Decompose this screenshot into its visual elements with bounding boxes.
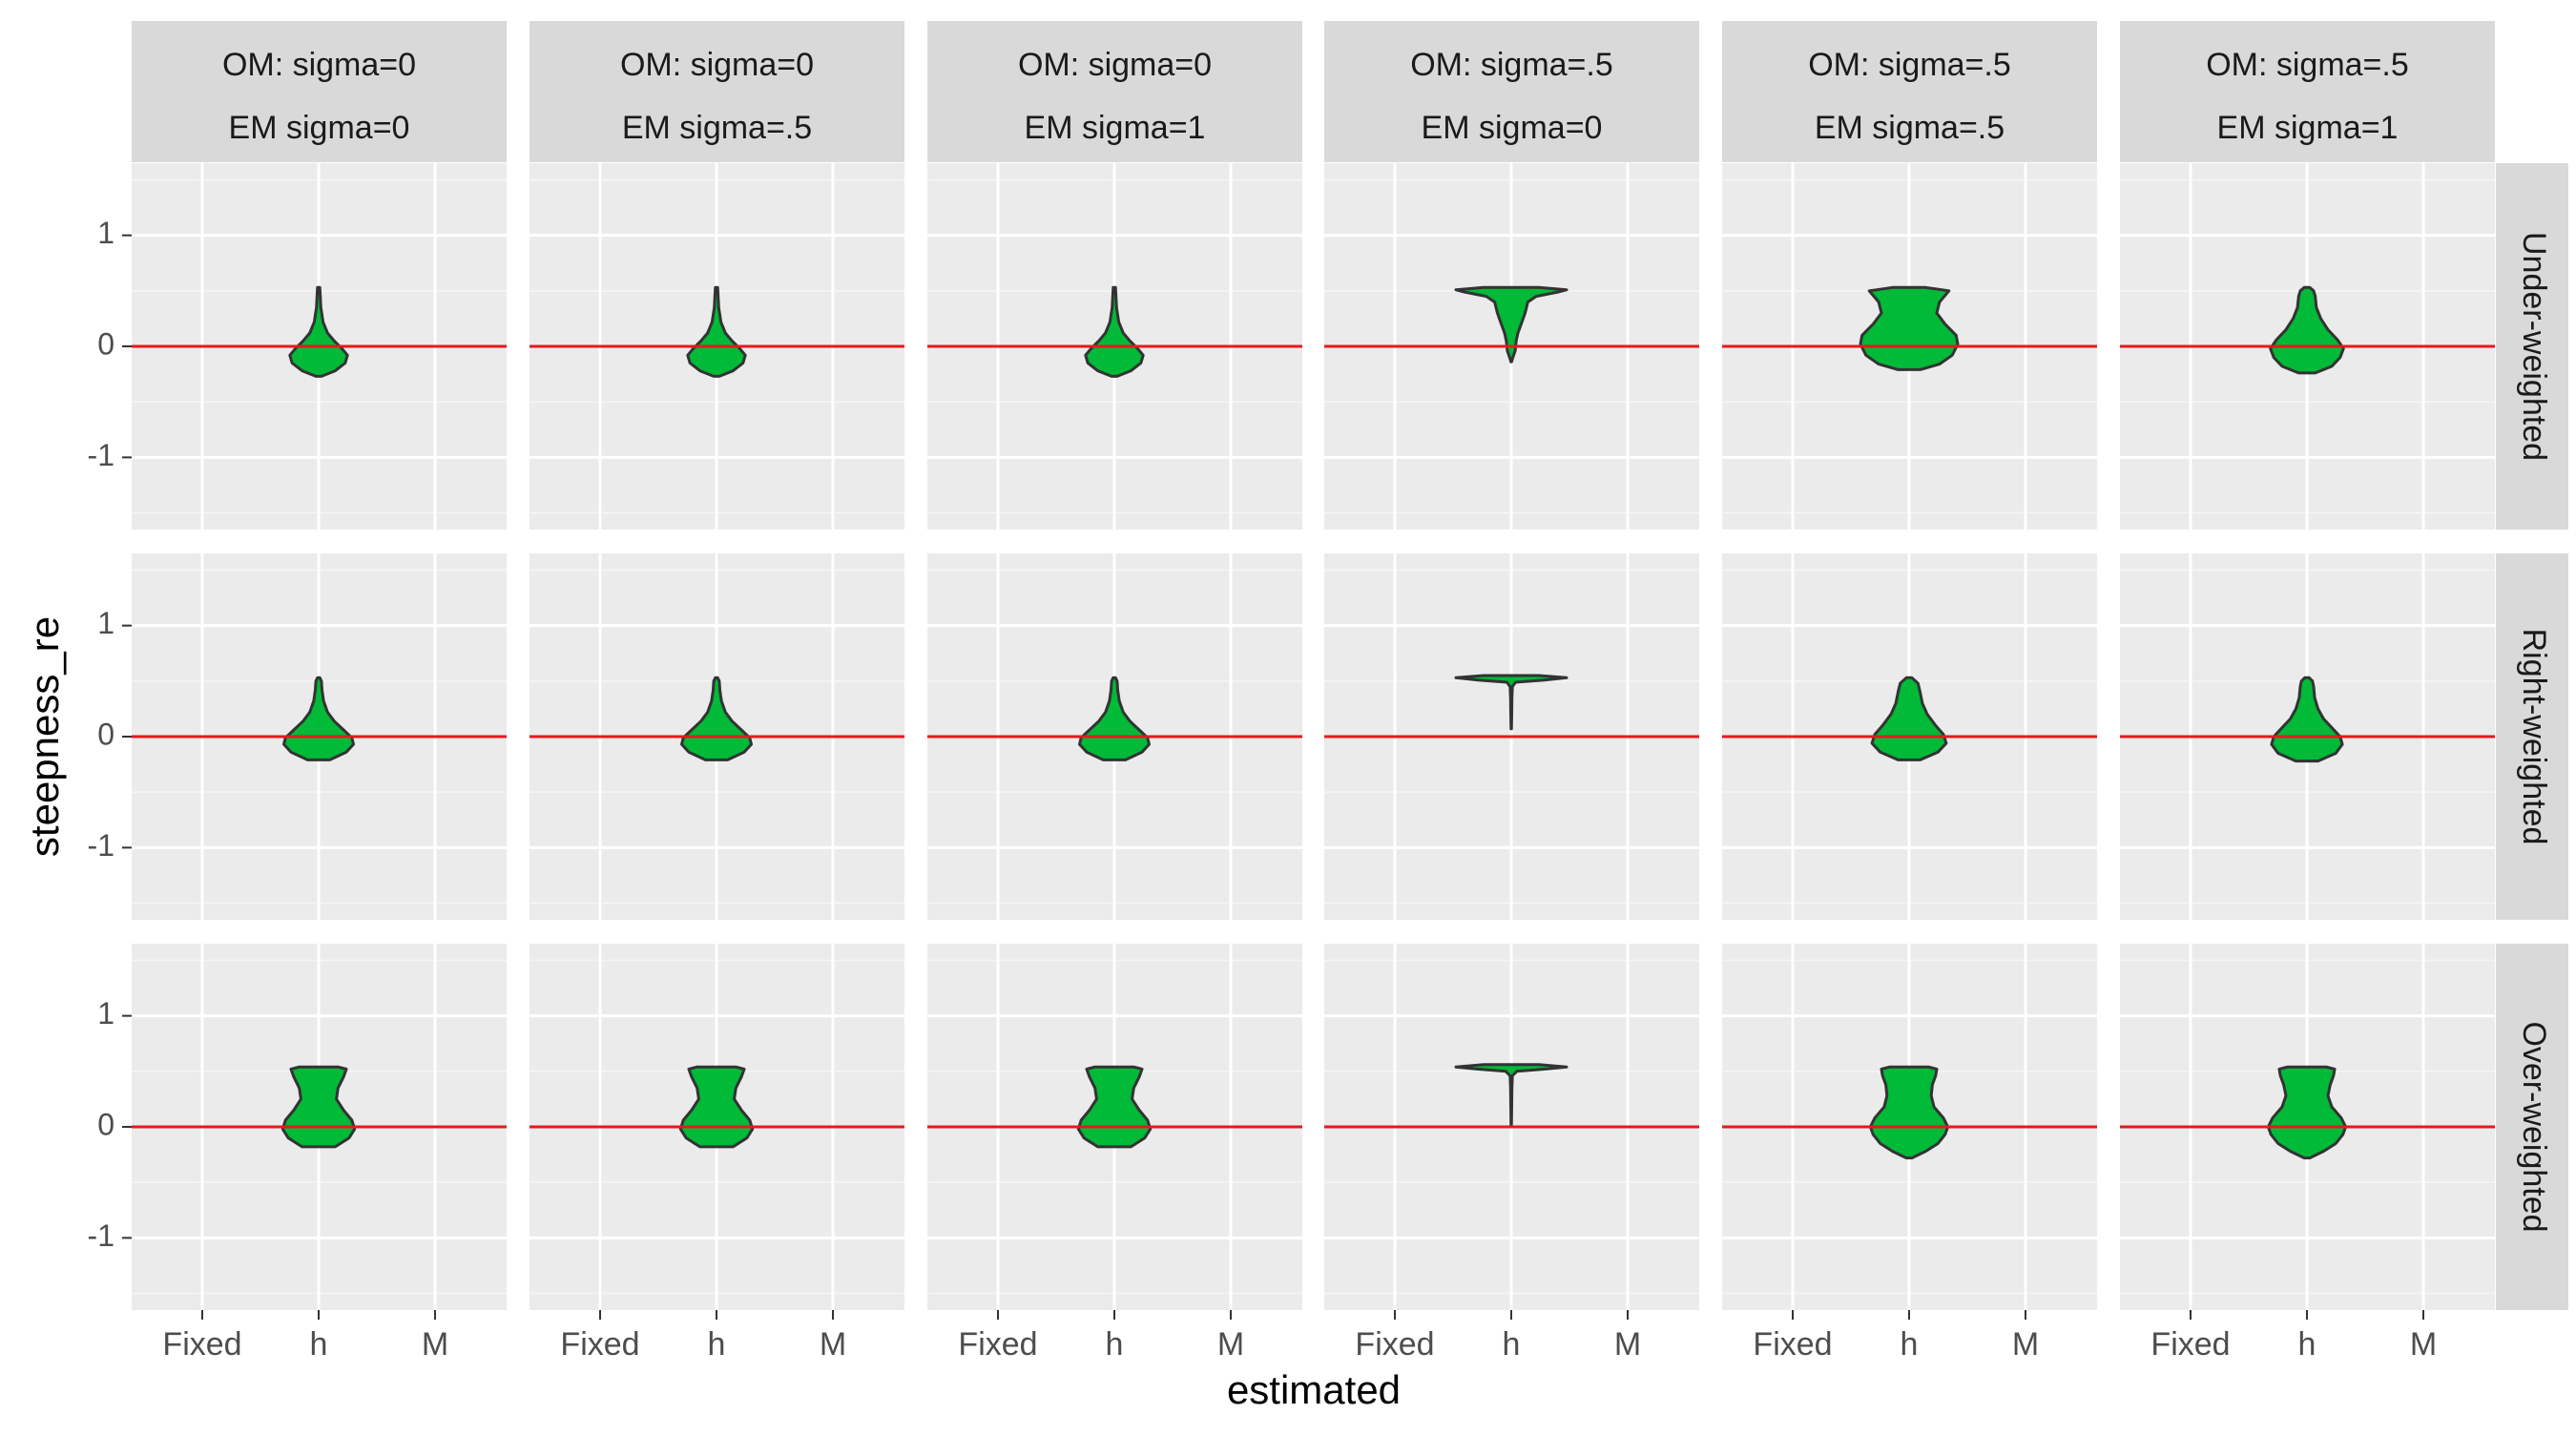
column-strip-line2: EM sigma=.5 (622, 110, 812, 146)
panel-r3-c1 (132, 944, 507, 1310)
y-tick-label: 0 (97, 326, 114, 361)
panel-r1-c5 (1722, 163, 2097, 530)
panel-r2-c1 (132, 553, 507, 920)
y-axis-title: steepness_re (22, 616, 67, 857)
y-tick-label: 0 (97, 1107, 114, 1141)
x-tick-label: Fixed (162, 1326, 241, 1363)
x-tick-label: M (2012, 1326, 2039, 1363)
column-strip-6: OM: sigma=.5 EM sigma=1 (2120, 21, 2495, 162)
y-tick-label: 0 (97, 717, 114, 751)
row-strip-bg (2496, 163, 2568, 530)
x-tick-label: Fixed (958, 1326, 1037, 1363)
violin-h (1078, 676, 1151, 761)
column-strip-line2: EM sigma=0 (1422, 110, 1603, 146)
x-tick-label: h (310, 1326, 328, 1363)
column-strip-line2: EM sigma=0 (229, 110, 410, 146)
violin-h (1454, 674, 1568, 731)
column-strip-bg (1324, 21, 1699, 162)
row-strip-label: Right-weighted (2516, 629, 2552, 845)
x-tick-label: h (2298, 1326, 2316, 1363)
x-tick-label: Fixed (560, 1326, 639, 1363)
violin-h (2270, 676, 2344, 763)
x-tick-label: Fixed (2150, 1326, 2230, 1363)
panel-r1-c2 (530, 163, 904, 530)
row-strip-label: Over-weighted (2516, 1021, 2552, 1232)
x-tick-label: Fixed (1355, 1326, 1434, 1363)
panel-r2-c3 (927, 553, 1302, 920)
y-tick-label: 1 (97, 606, 114, 640)
column-strip-line1: OM: sigma=0 (222, 47, 416, 83)
violin-h (1870, 676, 1948, 761)
column-strip-line1: OM: sigma=.5 (1808, 47, 2011, 83)
column-strip-4: OM: sigma=.5 EM sigma=0 (1324, 21, 1699, 162)
x-tick-label: h (1503, 1326, 1521, 1363)
column-strip-line2: EM sigma=1 (1025, 110, 1206, 146)
column-strip-bg (1722, 21, 2097, 162)
column-strip-1: OM: sigma=0 EM sigma=0 (132, 21, 507, 162)
x-tick-label: M (2410, 1326, 2437, 1363)
violin-h (1454, 285, 1568, 364)
panel-r2-c2 (530, 553, 904, 920)
row-strip-bg (2496, 944, 2568, 1310)
row-strip-label: Under-weighted (2516, 232, 2552, 461)
x-tick-label: h (1106, 1326, 1124, 1363)
column-strip-3: OM: sigma=0 EM sigma=1 (927, 21, 1302, 162)
y-tick-label: -1 (88, 828, 114, 863)
panel-r3-c2 (530, 944, 904, 1310)
column-strip-2: OM: sigma=0 EM sigma=.5 (530, 21, 904, 162)
violin-h (282, 676, 355, 761)
violin-h (1859, 285, 1960, 371)
violin-h (288, 285, 349, 378)
x-tick-label: M (1614, 1326, 1641, 1363)
column-strip-line2: EM sigma=.5 (1815, 110, 2005, 146)
panel-r2-c6 (2120, 553, 2495, 920)
column-strip-line1: OM: sigma=0 (620, 47, 814, 83)
panel-r1-c6 (2120, 163, 2495, 530)
x-axis-title: estimated (1227, 1367, 1401, 1412)
panel-r3-c5 (1722, 944, 2097, 1310)
column-strip-5: OM: sigma=.5 EM sigma=.5 (1722, 21, 2097, 162)
y-tick-label: -1 (88, 1218, 114, 1253)
row-strip-bg (2496, 553, 2568, 920)
x-tick-label: M (422, 1326, 448, 1363)
panel-r3-c3 (927, 944, 1302, 1310)
row-strip-1: Under-weighted (2496, 163, 2568, 530)
x-tick-label: h (1901, 1326, 1919, 1363)
column-strip-bg (530, 21, 904, 162)
x-tick-label: M (1217, 1326, 1244, 1363)
column-strip-bg (2120, 21, 2495, 162)
column-strip-line1: OM: sigma=0 (1018, 47, 1212, 83)
y-tick-label: 1 (97, 216, 114, 250)
panel-r1-c4 (1324, 163, 1699, 530)
column-strip-line2: EM sigma=1 (2217, 110, 2399, 146)
row-strip-2: Right-weighted (2496, 553, 2568, 920)
column-strip-line1: OM: sigma=.5 (1410, 47, 1613, 83)
column-strip-line1: OM: sigma=.5 (2206, 47, 2409, 83)
panel-r1-c3 (927, 163, 1302, 530)
violin-h (680, 676, 753, 761)
row-strip-3: Over-weighted (2496, 944, 2568, 1310)
panel-r3-c4 (1324, 944, 1699, 1310)
panel-r2-c4 (1324, 553, 1699, 920)
panel-r1-c1 (132, 163, 507, 530)
panel-r3-c6 (2120, 944, 2495, 1310)
violin-h (2269, 285, 2345, 375)
violin-h (1454, 1063, 1568, 1128)
violin-h (686, 285, 747, 378)
violin-h (1084, 285, 1145, 378)
panel-r2-c5 (1722, 553, 2097, 920)
column-strip-bg (927, 21, 1302, 162)
x-tick-label: Fixed (1753, 1326, 1832, 1363)
column-strip-bg (132, 21, 507, 162)
x-tick-label: h (708, 1326, 726, 1363)
y-tick-label: -1 (88, 438, 114, 472)
y-tick-label: 1 (97, 996, 114, 1030)
x-tick-label: M (820, 1326, 846, 1363)
